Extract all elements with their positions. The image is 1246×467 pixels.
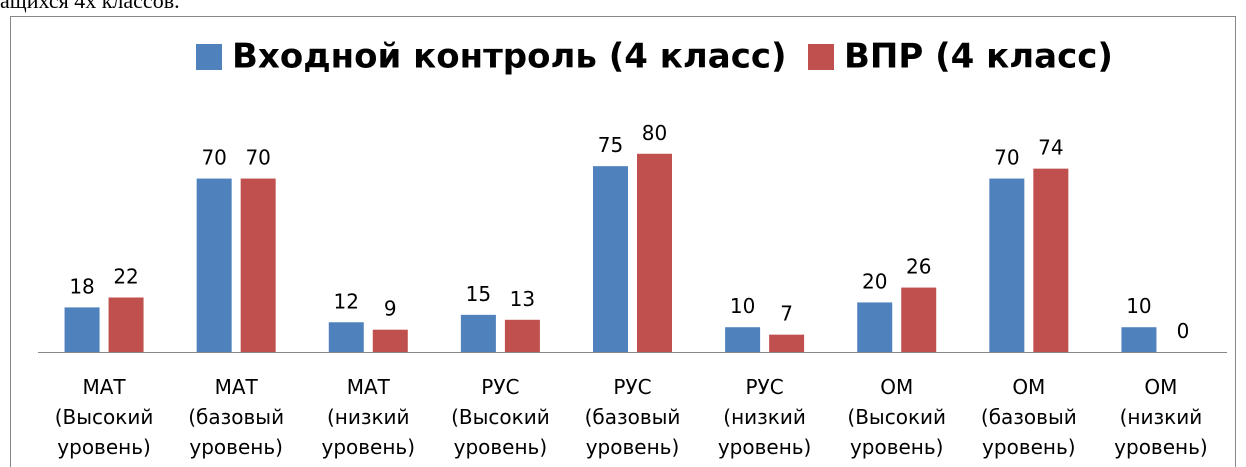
bar: [460, 314, 496, 352]
value-label: 12: [334, 289, 359, 313]
bar: [372, 329, 408, 352]
bar: [989, 178, 1025, 352]
legend-label: Входной контроль (4 класс): [232, 37, 787, 77]
value-label: 70: [201, 146, 226, 170]
bar: [328, 322, 364, 352]
value-label: 13: [510, 287, 535, 311]
bar: [504, 319, 540, 352]
bar: [240, 178, 276, 352]
value-label: 26: [906, 255, 931, 279]
x-tick-label: МАТ (базовый уровень): [188, 375, 285, 459]
value-label: 74: [1038, 136, 1063, 160]
value-label: 15: [466, 282, 491, 306]
value-label: 9: [384, 297, 397, 321]
bar: [769, 334, 805, 352]
legend-swatch: [808, 44, 834, 70]
legend-swatch: [196, 44, 222, 70]
bar: [1121, 327, 1157, 352]
x-tick-label: ОМ (базовый уровень): [980, 375, 1077, 459]
x-tick-label: РУС (базовый уровень): [584, 375, 681, 459]
x-tick-label: ОМ (низкий уровень): [1114, 375, 1208, 459]
bar: [593, 166, 628, 352]
x-tick-label: РУС (низкий уровень): [717, 375, 812, 459]
x-tick-label: МАТ (низкий уровень): [321, 375, 416, 459]
bar: [108, 297, 144, 352]
value-label: 18: [69, 274, 94, 298]
value-label: 75: [598, 133, 623, 157]
value-label: 70: [994, 146, 1019, 170]
x-tick-label: МАТ (Высокий уровень): [54, 375, 154, 459]
value-label: 22: [113, 264, 138, 288]
value-label: 0: [1177, 319, 1190, 343]
caption: ащихся 4х классов.: [0, 0, 180, 13]
bar: [857, 302, 893, 352]
value-label: 70: [245, 146, 270, 170]
bar: [1033, 168, 1069, 352]
bar: [725, 327, 761, 352]
bar: [64, 307, 100, 352]
value-label: 80: [642, 121, 667, 145]
bar: [637, 153, 672, 352]
x-tick-label: РУС (Высокий уровень): [451, 375, 550, 459]
legend-label: ВПР (4 класс): [844, 37, 1113, 77]
x-tick-label: ОМ (Высокий уровень): [847, 375, 947, 459]
value-label: 10: [730, 294, 755, 318]
chart-border: [10, 16, 1236, 467]
value-label: 20: [862, 269, 887, 293]
bar: [901, 287, 937, 352]
value-label: 10: [1126, 294, 1151, 318]
bar: [196, 178, 232, 352]
value-label: 7: [780, 302, 793, 326]
